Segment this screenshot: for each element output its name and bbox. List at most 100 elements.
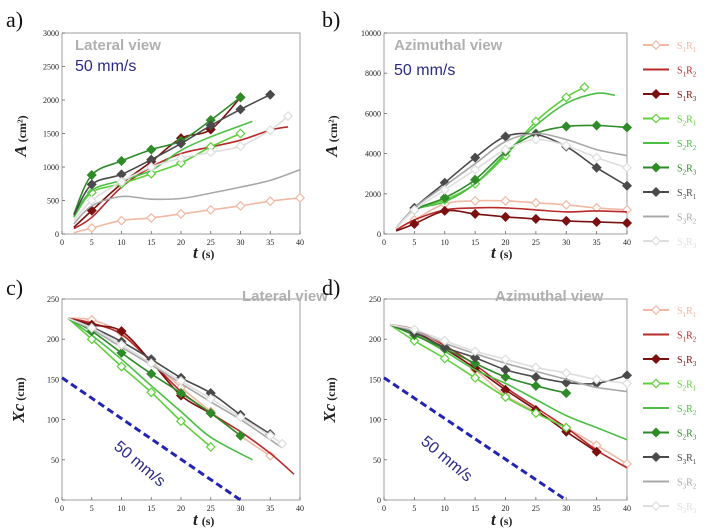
- data-point-S1R1: [470, 195, 481, 206]
- y-tick-label: 2000: [365, 190, 381, 199]
- x-tick-label: 30: [237, 504, 245, 513]
- legend-label: S3R1: [677, 453, 697, 466]
- data-point-S3R1: [621, 180, 633, 191]
- x-tick-label: 35: [266, 238, 274, 247]
- x-tick-label: 40: [623, 504, 631, 513]
- data-point-S1R3: [86, 205, 97, 216]
- y-tick-label: 10000: [361, 29, 381, 38]
- speed-label: 50 mm/s: [75, 58, 136, 75]
- y-tick-label: 2000: [43, 96, 59, 105]
- x-tick-label: 35: [593, 504, 601, 513]
- data-point-S2R3: [235, 430, 246, 441]
- x-tick-label: 35: [266, 504, 274, 513]
- legend-label: S1R1: [677, 306, 697, 319]
- legend-item-S3R1: S3R1: [643, 451, 697, 466]
- axes-d: 0 5 10 15 20 25 30 35 40 0 50 100 150 200 250: [369, 295, 631, 513]
- legend-swatch-marker: [650, 427, 662, 438]
- legend-top: S1R1 S1R2 S1R3 S2R1 S2R2 S2R3 S3R1 S3R2 S3R3: [643, 39, 697, 250]
- data-point-S2R1: [409, 335, 420, 346]
- y-tick-label: 3000: [43, 29, 59, 38]
- x-tick-label: 0: [60, 238, 64, 247]
- data-point-S2R1: [530, 408, 541, 419]
- y-axis-symbol: A: [11, 145, 30, 157]
- y-tick-label: 0: [377, 230, 381, 239]
- data-point-S2R1: [561, 422, 572, 433]
- y-axis-unit: (cm²): [15, 115, 29, 142]
- data-point-S3R3: [439, 335, 450, 346]
- y-tick-label: 0: [55, 496, 59, 505]
- legend-item-S2R3: S2R3: [643, 427, 697, 442]
- legend-swatch-marker: [650, 88, 662, 100]
- legend-item-S1R1: S1R1: [643, 39, 697, 54]
- y-tick-label: 0: [55, 230, 59, 239]
- data-point-S3R3: [409, 324, 420, 335]
- legend-item-S2R2: S2R2: [643, 404, 697, 417]
- data-point-S1R3: [409, 218, 420, 229]
- legend-swatch-marker: [650, 378, 662, 389]
- legend-swatch-marker: [650, 353, 662, 365]
- data-point-S3R3: [409, 204, 420, 215]
- axes-c: 0 5 10 15 20 25 30 35 40 0 50 100 150 200 250: [47, 295, 304, 513]
- legend-label: S1R1: [677, 41, 697, 54]
- data-point-S2R3: [591, 120, 602, 131]
- data-point-S1R1: [175, 208, 187, 219]
- legend-label: S2R1: [677, 115, 697, 128]
- legend-label: S2R3: [677, 164, 697, 177]
- legend-item-S3R1: S3R1: [643, 186, 697, 201]
- y-axis-label: A (cm²): [11, 115, 30, 157]
- y-tick-label: 50: [373, 456, 381, 465]
- data-point-S3R3: [205, 147, 216, 158]
- data-point-S1R1: [561, 199, 572, 210]
- panel-a: a) 0 5 10 15 20 25 30 35 40 0 500 1000 1500 2000 2500 3…: [6, 7, 306, 262]
- legend-item-S1R3: S1R3: [643, 88, 697, 103]
- x-axis-symbol: t: [491, 243, 497, 262]
- data-point-S2R3: [116, 347, 127, 358]
- data-point-S3R3: [175, 153, 187, 164]
- data-point-S3R3: [235, 141, 246, 152]
- y-tick-label: 50: [51, 456, 59, 465]
- series-line-S3R3: [395, 138, 628, 229]
- x-tick-label: 15: [147, 238, 155, 247]
- x-axis-unit: (s): [500, 247, 513, 261]
- x-tick-label: 20: [177, 504, 185, 513]
- data-point-S1R1: [205, 204, 216, 215]
- legend-swatch-marker: [650, 304, 662, 316]
- x-tick-label: 10: [118, 238, 126, 247]
- data-point-S2R1: [235, 128, 246, 139]
- data-point-S2R3: [146, 144, 157, 155]
- y-tick-label: 500: [47, 197, 59, 206]
- panel-letter: a): [6, 7, 23, 32]
- x-tick-label: 25: [532, 504, 540, 513]
- legend-item-S2R1: S2R1: [643, 113, 697, 128]
- panel-d: d) 0 5 10 15 20 25 30 35 40 0 50 100 150 200 250 Azimu…: [320, 275, 633, 529]
- data-point-S3R1: [205, 120, 216, 131]
- x-tick-label: 5: [90, 238, 94, 247]
- x-tick-label: 0: [60, 504, 64, 513]
- data-point-S3R3: [500, 144, 511, 155]
- speed-reference-line: [383, 376, 568, 502]
- data-point-S3R3: [265, 125, 276, 136]
- legend-label: S3R3: [677, 502, 697, 515]
- legend-swatch-marker: [650, 451, 662, 463]
- data-point-S2R3: [205, 408, 216, 419]
- y-axis-label: Xc (cm): [320, 377, 339, 423]
- data-point-S2R1: [439, 353, 450, 364]
- data-point-S1R1: [294, 192, 306, 203]
- series-line-S3R2: [73, 168, 301, 225]
- series-line-S2R3: [395, 124, 628, 229]
- data-point-S3R3: [205, 393, 216, 404]
- data-point-S3R1: [470, 152, 481, 163]
- legend-label: S2R1: [677, 380, 697, 393]
- data-point-S3R3: [591, 152, 602, 163]
- y-axis-symbol: Xc: [320, 403, 339, 423]
- data-point-S2R3: [470, 358, 481, 369]
- legend-label: S1R3: [677, 355, 697, 368]
- data-point-S3R1: [530, 371, 541, 383]
- x-axis-symbol: t: [193, 243, 199, 262]
- x-tick-label: 15: [471, 504, 479, 513]
- x-tick-label: 20: [502, 238, 510, 247]
- legend-bottom: S1R1 S1R2 S1R3 S2R1 S2R2 S2R3 S3R1 S3R2 S3R3: [643, 304, 697, 515]
- view-label: Lateral view: [242, 288, 328, 305]
- data-point-S3R3: [500, 354, 511, 365]
